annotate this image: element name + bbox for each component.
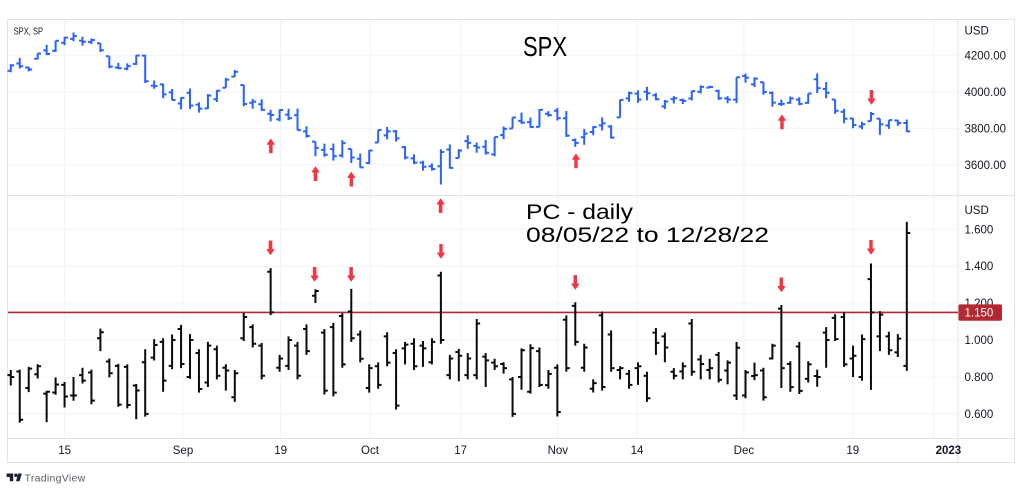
svg-text:Nov: Nov xyxy=(548,445,569,457)
svg-text:19: 19 xyxy=(846,445,859,457)
svg-text:USD: USD xyxy=(965,205,989,217)
svg-text:SPX: SPX xyxy=(523,31,567,62)
svg-text:4000.00: 4000.00 xyxy=(965,87,1007,99)
svg-text:Sep: Sep xyxy=(173,445,193,457)
svg-text:3800.00: 3800.00 xyxy=(965,123,1007,135)
svg-text:Dec: Dec xyxy=(734,445,755,457)
svg-text:14: 14 xyxy=(631,445,644,457)
svg-text:1.150: 1.150 xyxy=(965,307,994,319)
svg-text:Oct: Oct xyxy=(361,445,380,457)
svg-text:0.800: 0.800 xyxy=(965,372,994,384)
svg-text:PC - daily: PC - daily xyxy=(526,201,634,224)
svg-text:1.600: 1.600 xyxy=(965,224,994,236)
svg-text:19: 19 xyxy=(274,445,287,457)
svg-text:17: 17 xyxy=(454,445,467,457)
svg-text:1.000: 1.000 xyxy=(965,335,994,347)
svg-text:USD: USD xyxy=(965,26,989,38)
svg-text:SPX, SP: SPX, SP xyxy=(14,27,44,38)
svg-text:4200.00: 4200.00 xyxy=(965,50,1007,62)
svg-text:1.400: 1.400 xyxy=(965,261,994,273)
svg-text:08/05/22 to 12/28/22: 08/05/22 to 12/28/22 xyxy=(526,224,769,247)
svg-text:2023: 2023 xyxy=(936,445,962,457)
svg-text:3600.00: 3600.00 xyxy=(965,160,1007,172)
svg-text:TradingView: TradingView xyxy=(25,473,86,485)
svg-text:0.600: 0.600 xyxy=(965,409,994,421)
svg-text:15: 15 xyxy=(58,445,71,457)
